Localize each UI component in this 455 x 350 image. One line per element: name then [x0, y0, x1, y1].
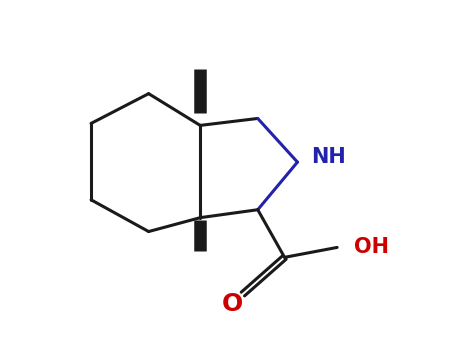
Text: OH: OH: [354, 237, 389, 257]
Text: NH: NH: [311, 147, 346, 167]
Text: O: O: [221, 292, 243, 316]
